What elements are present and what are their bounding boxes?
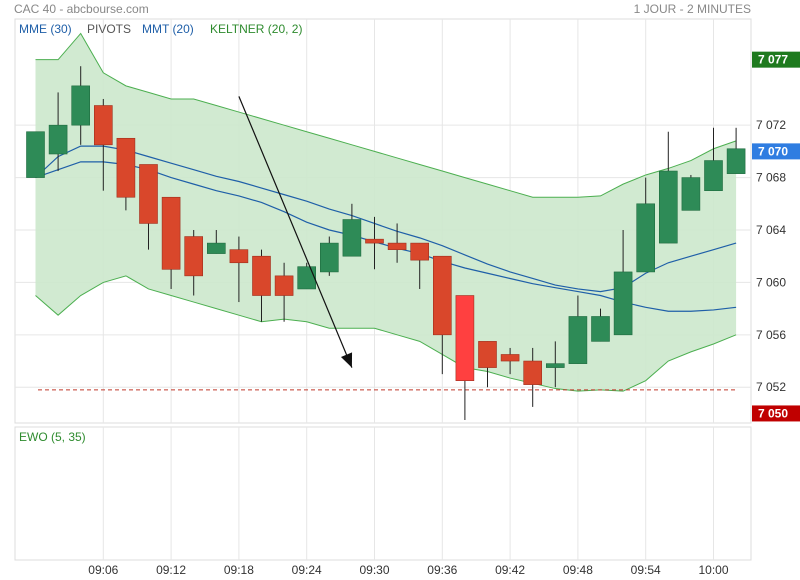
candle-down [252, 255, 271, 296]
candles [26, 66, 746, 420]
candle-up [658, 170, 678, 244]
candle-down [161, 196, 181, 270]
x-tick-label: 09:12 [156, 563, 186, 577]
price-labels: 7 077 7 070 7 050 [752, 51, 800, 422]
y-tick-label: 7 064 [756, 223, 786, 237]
candle-down [387, 242, 407, 250]
candle-up [319, 242, 339, 273]
price-label-bg [752, 405, 800, 422]
candle-down [365, 238, 384, 244]
candle-up [207, 242, 226, 254]
price-label-pivot: 7 050 [758, 406, 788, 420]
candle-up [591, 316, 610, 342]
x-tick-label: 09:48 [563, 563, 593, 577]
candle-down [455, 295, 475, 381]
interval-label: 1 JOUR - 2 MINUTES [634, 2, 751, 16]
y-tick-label: 7 068 [756, 171, 786, 185]
x-tick-label: 09:24 [292, 563, 322, 577]
x-tick-label: 09:36 [427, 563, 457, 577]
legend-keltner[interactable]: KELTNER (20, 2) [210, 22, 302, 36]
candle-up [704, 160, 723, 191]
candle-down [139, 164, 158, 224]
candle-up [545, 363, 565, 368]
candle-up [636, 203, 656, 273]
candle-down [94, 105, 113, 146]
legend-mme[interactable]: MME (30) [19, 22, 72, 36]
candle-down [116, 137, 136, 198]
candle-up [726, 148, 746, 174]
candle-up [613, 271, 633, 336]
x-tick-label: 10:00 [698, 563, 728, 577]
candle-up [48, 124, 68, 155]
chart-title: CAC 40 - abcbourse.com [14, 2, 149, 16]
price-label-last: 7 070 [758, 144, 788, 158]
legend-pivots[interactable]: PIVOTS [87, 22, 131, 36]
x-tick-label: 09:18 [224, 563, 254, 577]
y-tick-label: 7 072 [756, 118, 786, 132]
legend-ewo[interactable]: EWO (5, 35) [19, 430, 86, 444]
price-label-keltner_upper: 7 077 [758, 53, 788, 67]
annotation-arrow [238, 96, 353, 368]
candle-down [478, 341, 497, 368]
candle-up [568, 316, 588, 364]
candle-down [410, 242, 430, 261]
candle-down [523, 360, 543, 385]
x-tick-label: 09:54 [631, 563, 661, 577]
candle-up [26, 131, 45, 178]
keltner-band-fill [35, 33, 737, 392]
candle-up [681, 177, 701, 211]
ewo-panel-frame [14, 426, 752, 561]
price-label-bg [752, 51, 800, 68]
axes: 7 052 7 056 7 060 7 064 7 068 7 072 09:06 09:12… [88, 118, 786, 577]
arrow-head [340, 352, 353, 368]
x-tick-label: 09:42 [495, 563, 525, 577]
candle-down [274, 275, 294, 296]
candle-down [229, 249, 249, 264]
candle-down [432, 255, 452, 336]
candle-up [71, 85, 90, 126]
x-tick-label: 09:06 [88, 563, 118, 577]
price-label-bg [752, 143, 800, 160]
y-tick-label: 7 056 [756, 328, 786, 342]
candle-up [342, 219, 362, 257]
keltner-lower-line [35, 275, 737, 392]
arrow-shaft [238, 96, 353, 368]
candle-up [297, 266, 317, 290]
y-tick-label: 7 052 [756, 380, 786, 394]
y-tick-label: 7 060 [756, 275, 786, 289]
keltner-upper-line [35, 32, 737, 198]
candle-down [184, 236, 203, 277]
candle-down [500, 354, 520, 362]
legend-mmt[interactable]: MMT (20) [142, 22, 194, 36]
x-tick-label: 09:30 [359, 563, 389, 577]
keltner-band [35, 32, 737, 392]
